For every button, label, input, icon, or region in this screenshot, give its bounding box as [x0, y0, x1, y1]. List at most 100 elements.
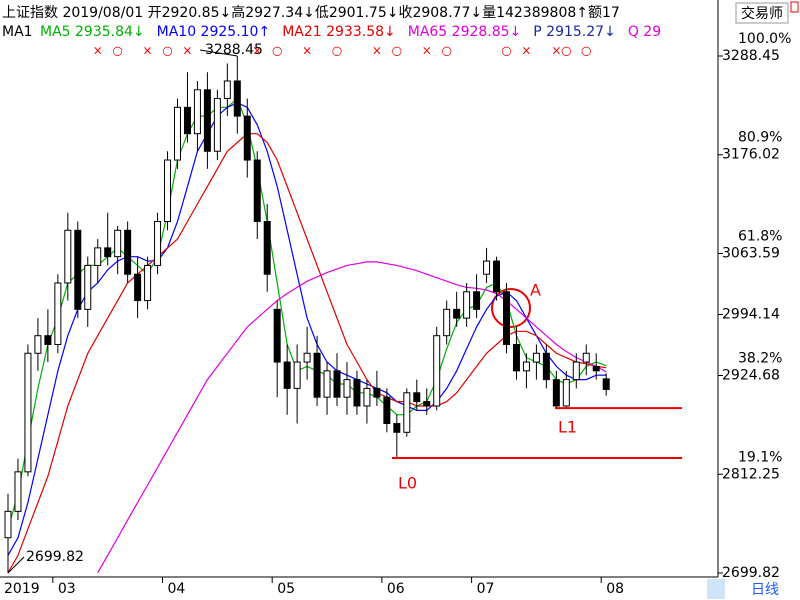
candle-body — [213, 98, 221, 152]
candle-body — [522, 361, 530, 372]
candle-body — [313, 352, 321, 398]
high-pointer — [199, 49, 238, 57]
candle-body — [423, 401, 431, 407]
candle-body — [363, 387, 371, 407]
candle-body — [14, 471, 22, 512]
x-tick-label: 03 — [58, 581, 76, 597]
legend-item: P 2915.27↓ — [533, 24, 616, 40]
signal: × — [143, 44, 153, 58]
candle-body — [353, 379, 361, 407]
x-tick-label: 08 — [606, 581, 624, 597]
year-label: 2019 — [4, 581, 40, 597]
legend-item: MA21 2933.58↓ — [282, 24, 396, 40]
legend-item: MA5 2935.84↓ — [40, 24, 145, 40]
fib-label: 61.8% — [738, 228, 782, 244]
low-pointer — [7, 556, 25, 574]
legend-item: MA10 2925.10↑ — [157, 24, 271, 40]
signal: ○ — [162, 44, 172, 58]
candle-body — [293, 361, 301, 389]
candle-body — [582, 352, 590, 363]
candle-body — [94, 247, 102, 266]
y-tick-label: 3176.02 — [722, 147, 780, 163]
candle-body — [203, 89, 211, 152]
candle-body — [333, 370, 341, 398]
y-tick-label: 3063.59 — [722, 245, 780, 261]
candle-body — [243, 115, 251, 161]
candle-body — [124, 229, 132, 275]
signal: × — [302, 44, 312, 58]
fib-label: 100.0% — [738, 31, 791, 47]
candle-body — [602, 378, 610, 390]
candle-body — [493, 260, 501, 293]
support-label: L0 — [398, 474, 417, 493]
trader-button-label[interactable]: 交易师 — [741, 5, 783, 22]
signal: × — [551, 44, 561, 58]
candle-body — [403, 392, 411, 433]
marker-label: A — [530, 281, 541, 300]
candle-body — [144, 264, 152, 302]
quote-line: 上证指数 2019/08/01 开2920.85↓高2927.34↓低2901.… — [2, 4, 620, 21]
candle-body — [263, 221, 271, 275]
fib-label: 38.2% — [738, 351, 782, 367]
signal: ○ — [392, 44, 402, 58]
scroll-box[interactable] — [707, 579, 725, 599]
close-icon[interactable] — [790, 1, 799, 13]
candle-body — [463, 291, 471, 319]
candle-body — [173, 106, 181, 161]
candle-body — [532, 352, 540, 363]
candle-body — [483, 260, 491, 275]
candle-body — [343, 379, 351, 398]
candle-body — [134, 273, 142, 302]
signal: × — [422, 44, 432, 58]
candle-body — [592, 365, 600, 372]
x-tick-label: 05 — [277, 581, 295, 597]
candle-body — [433, 335, 441, 407]
candle-body — [393, 423, 401, 433]
signal: × — [372, 44, 382, 58]
signal: ○ — [272, 44, 282, 58]
candle-body — [154, 221, 162, 266]
candle-body — [44, 335, 52, 345]
x-tick-label: 07 — [477, 581, 495, 597]
candle-body — [34, 335, 42, 354]
candle-body — [104, 247, 112, 258]
signal: × — [252, 44, 262, 58]
ma-line — [97, 261, 607, 574]
candle-body — [4, 510, 12, 539]
candle-body — [273, 308, 281, 363]
signal: ○ — [561, 44, 571, 58]
candle-body — [114, 229, 122, 258]
y-tick-label: 2994.14 — [722, 306, 780, 322]
candle-body — [542, 352, 550, 381]
y-tick-label: 2699.82 — [722, 565, 780, 581]
signal: ○ — [332, 44, 342, 58]
signal: × — [182, 44, 192, 58]
candle-body — [562, 379, 570, 407]
trader-button[interactable] — [735, 2, 789, 24]
support-label: L1 — [558, 418, 577, 437]
candle-body — [233, 80, 241, 117]
candle-body — [373, 387, 381, 398]
indicator-name: MA1 — [2, 24, 33, 40]
period-tab[interactable]: 日线 — [751, 582, 779, 598]
candle-body — [74, 229, 82, 310]
candle-body — [84, 264, 92, 310]
candle-body — [473, 291, 481, 310]
y-tick-label: 2924.68 — [722, 368, 780, 384]
y-tick-label: 2812.25 — [722, 466, 780, 482]
legend-item: Q 29 — [628, 24, 661, 40]
candle-body — [443, 308, 451, 337]
signal: ○ — [112, 44, 122, 58]
candle-body — [413, 392, 421, 403]
candle-body — [283, 361, 291, 389]
candle-body — [383, 396, 391, 425]
candle-body — [54, 282, 62, 345]
candle-body — [552, 379, 560, 407]
x-tick-label: 06 — [387, 581, 405, 597]
candle-body — [253, 159, 261, 223]
candle-body — [183, 106, 191, 135]
signal: ○ — [441, 44, 451, 58]
candle-body — [453, 308, 461, 319]
